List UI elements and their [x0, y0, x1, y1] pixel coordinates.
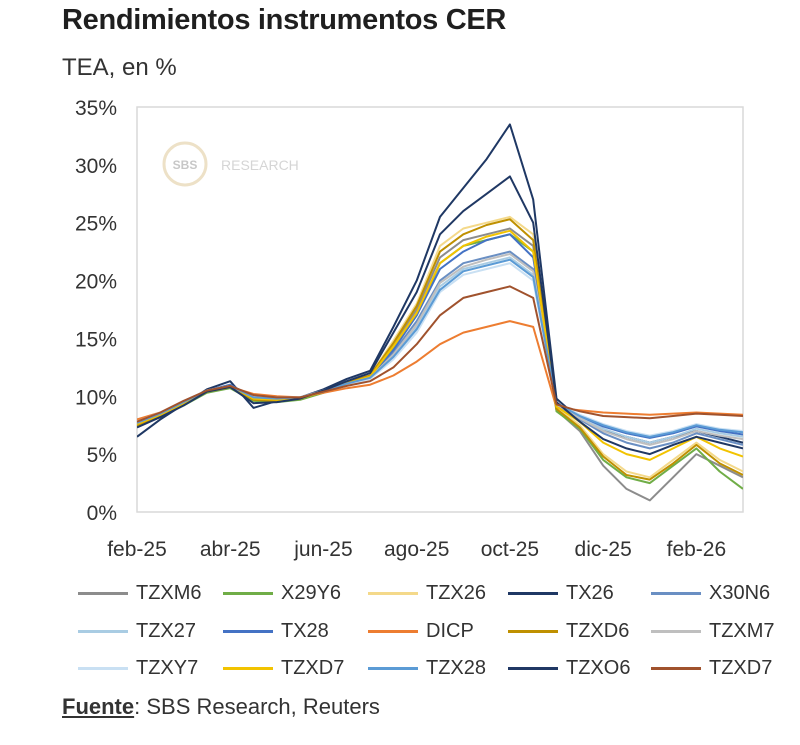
legend-swatch [223, 666, 273, 670]
legend-swatch [223, 629, 273, 633]
legend-label: TZXM6 [136, 581, 202, 604]
x-tick-label: ago-25 [384, 538, 449, 561]
legend-item: TX28 [223, 618, 329, 644]
x-tick-label: feb-26 [667, 538, 727, 561]
legend-item: TZXM7 [651, 618, 775, 644]
legend-item: TZXY7 [78, 655, 198, 681]
legend-swatch [508, 591, 558, 595]
legend-swatch [368, 629, 418, 633]
watermark: SBS RESEARCH [162, 141, 299, 187]
legend-swatch [368, 591, 418, 595]
plot-frame [136, 106, 744, 513]
legend-label: TZXY7 [136, 656, 199, 679]
legend-item: TZX28 [368, 655, 486, 681]
legend-swatch [508, 629, 558, 633]
y-tick-label: 0% [87, 502, 117, 525]
y-tick-label: 5% [87, 444, 117, 467]
legend-label: TX28 [281, 619, 329, 642]
series-layer [137, 123, 743, 502]
legend-item: TZXO6 [508, 655, 630, 681]
legend-item: TZX27 [78, 618, 196, 644]
legend-item: TZXD7 [651, 655, 772, 681]
x-tick-label: oct-25 [481, 538, 539, 561]
legend-label: TZX27 [136, 619, 197, 642]
watermark-logo-text: SBS [173, 158, 198, 172]
legend-swatch [368, 666, 418, 670]
series-line-tzxd7 [137, 285, 743, 423]
legend-item: TZX26 [368, 580, 486, 606]
legend-item: DICP [368, 618, 474, 644]
x-tick-label: jun-25 [293, 538, 352, 561]
legend-item: TZXD6 [508, 618, 629, 644]
y-axis: 0% 5% 10% 15% 20% 25% 30% 35% [75, 97, 117, 525]
legend-swatch [78, 666, 128, 670]
watermark-logo-circle [162, 141, 208, 187]
y-tick-label: 30% [75, 155, 117, 178]
legend-item: TZXM6 [78, 580, 202, 606]
legend-swatch [78, 629, 128, 633]
y-tick-label: 10% [75, 386, 117, 409]
y-tick-label: 35% [75, 97, 117, 120]
legend-label: TZXM7 [709, 619, 775, 642]
legend-label: TZX28 [426, 656, 487, 679]
y-tick-label: 20% [75, 271, 117, 294]
x-tick-label: abr-25 [200, 538, 261, 561]
legend-swatch [651, 591, 701, 595]
legend-label: TX26 [566, 581, 614, 604]
legend-swatch [78, 591, 128, 595]
y-tick-label: 15% [75, 328, 117, 351]
x-axis: feb-25 abr-25 jun-25 ago-25 oct-25 dic-25 feb-… [107, 538, 726, 561]
legend-label: TZXD7 [281, 656, 345, 679]
line-chart: SBS RESEARCH 0% 5% 10% 15% 20% 25% 30% 35% feb-… [75, 97, 744, 561]
legend-item: X29Y6 [223, 580, 341, 606]
series-line-tzxo6 [137, 175, 743, 456]
legend-swatch [508, 666, 558, 670]
legend-item: TX26 [508, 580, 614, 606]
legend-swatch [651, 666, 701, 670]
legend-label: TZXD7 [709, 656, 773, 679]
chart-title: Rendimientos instrumentos CER [62, 4, 507, 36]
source-text: : SBS Research, Reuters [134, 694, 380, 719]
chart-subtitle: TEA, en % [62, 54, 177, 81]
legend-swatch [223, 591, 273, 595]
legend-item: X30N6 [651, 580, 770, 606]
legend-label: DICP [426, 619, 474, 642]
x-tick-label: feb-25 [107, 538, 167, 561]
legend-label: X30N6 [709, 581, 771, 604]
y-tick-label: 25% [75, 213, 117, 236]
source-label: Fuente [62, 694, 135, 719]
watermark-text: RESEARCH [221, 157, 299, 173]
x-tick-label: dic-25 [575, 538, 632, 561]
legend-item: TZXD7 [223, 655, 344, 681]
legend-label: TZXD6 [566, 619, 630, 642]
legend-label: TZXO6 [566, 656, 631, 679]
legend-label: X29Y6 [281, 581, 342, 604]
legend-label: TZX26 [426, 581, 487, 604]
source-note: Fuente: SBS Research, Reuters [62, 694, 380, 720]
legend-swatch [651, 629, 701, 633]
